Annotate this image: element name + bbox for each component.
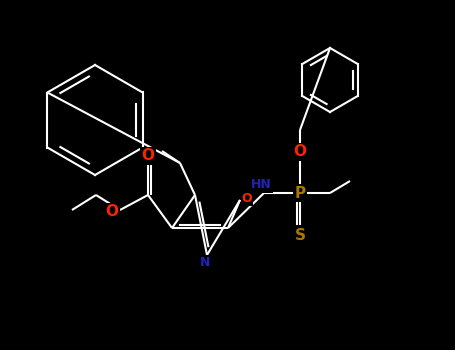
Text: O: O — [106, 204, 118, 219]
Text: O: O — [142, 148, 155, 163]
Text: P: P — [294, 186, 306, 201]
Text: N: N — [200, 257, 210, 270]
Text: S: S — [294, 229, 305, 244]
Text: O: O — [242, 191, 253, 204]
Text: HN: HN — [251, 178, 271, 191]
Text: O: O — [293, 145, 307, 160]
